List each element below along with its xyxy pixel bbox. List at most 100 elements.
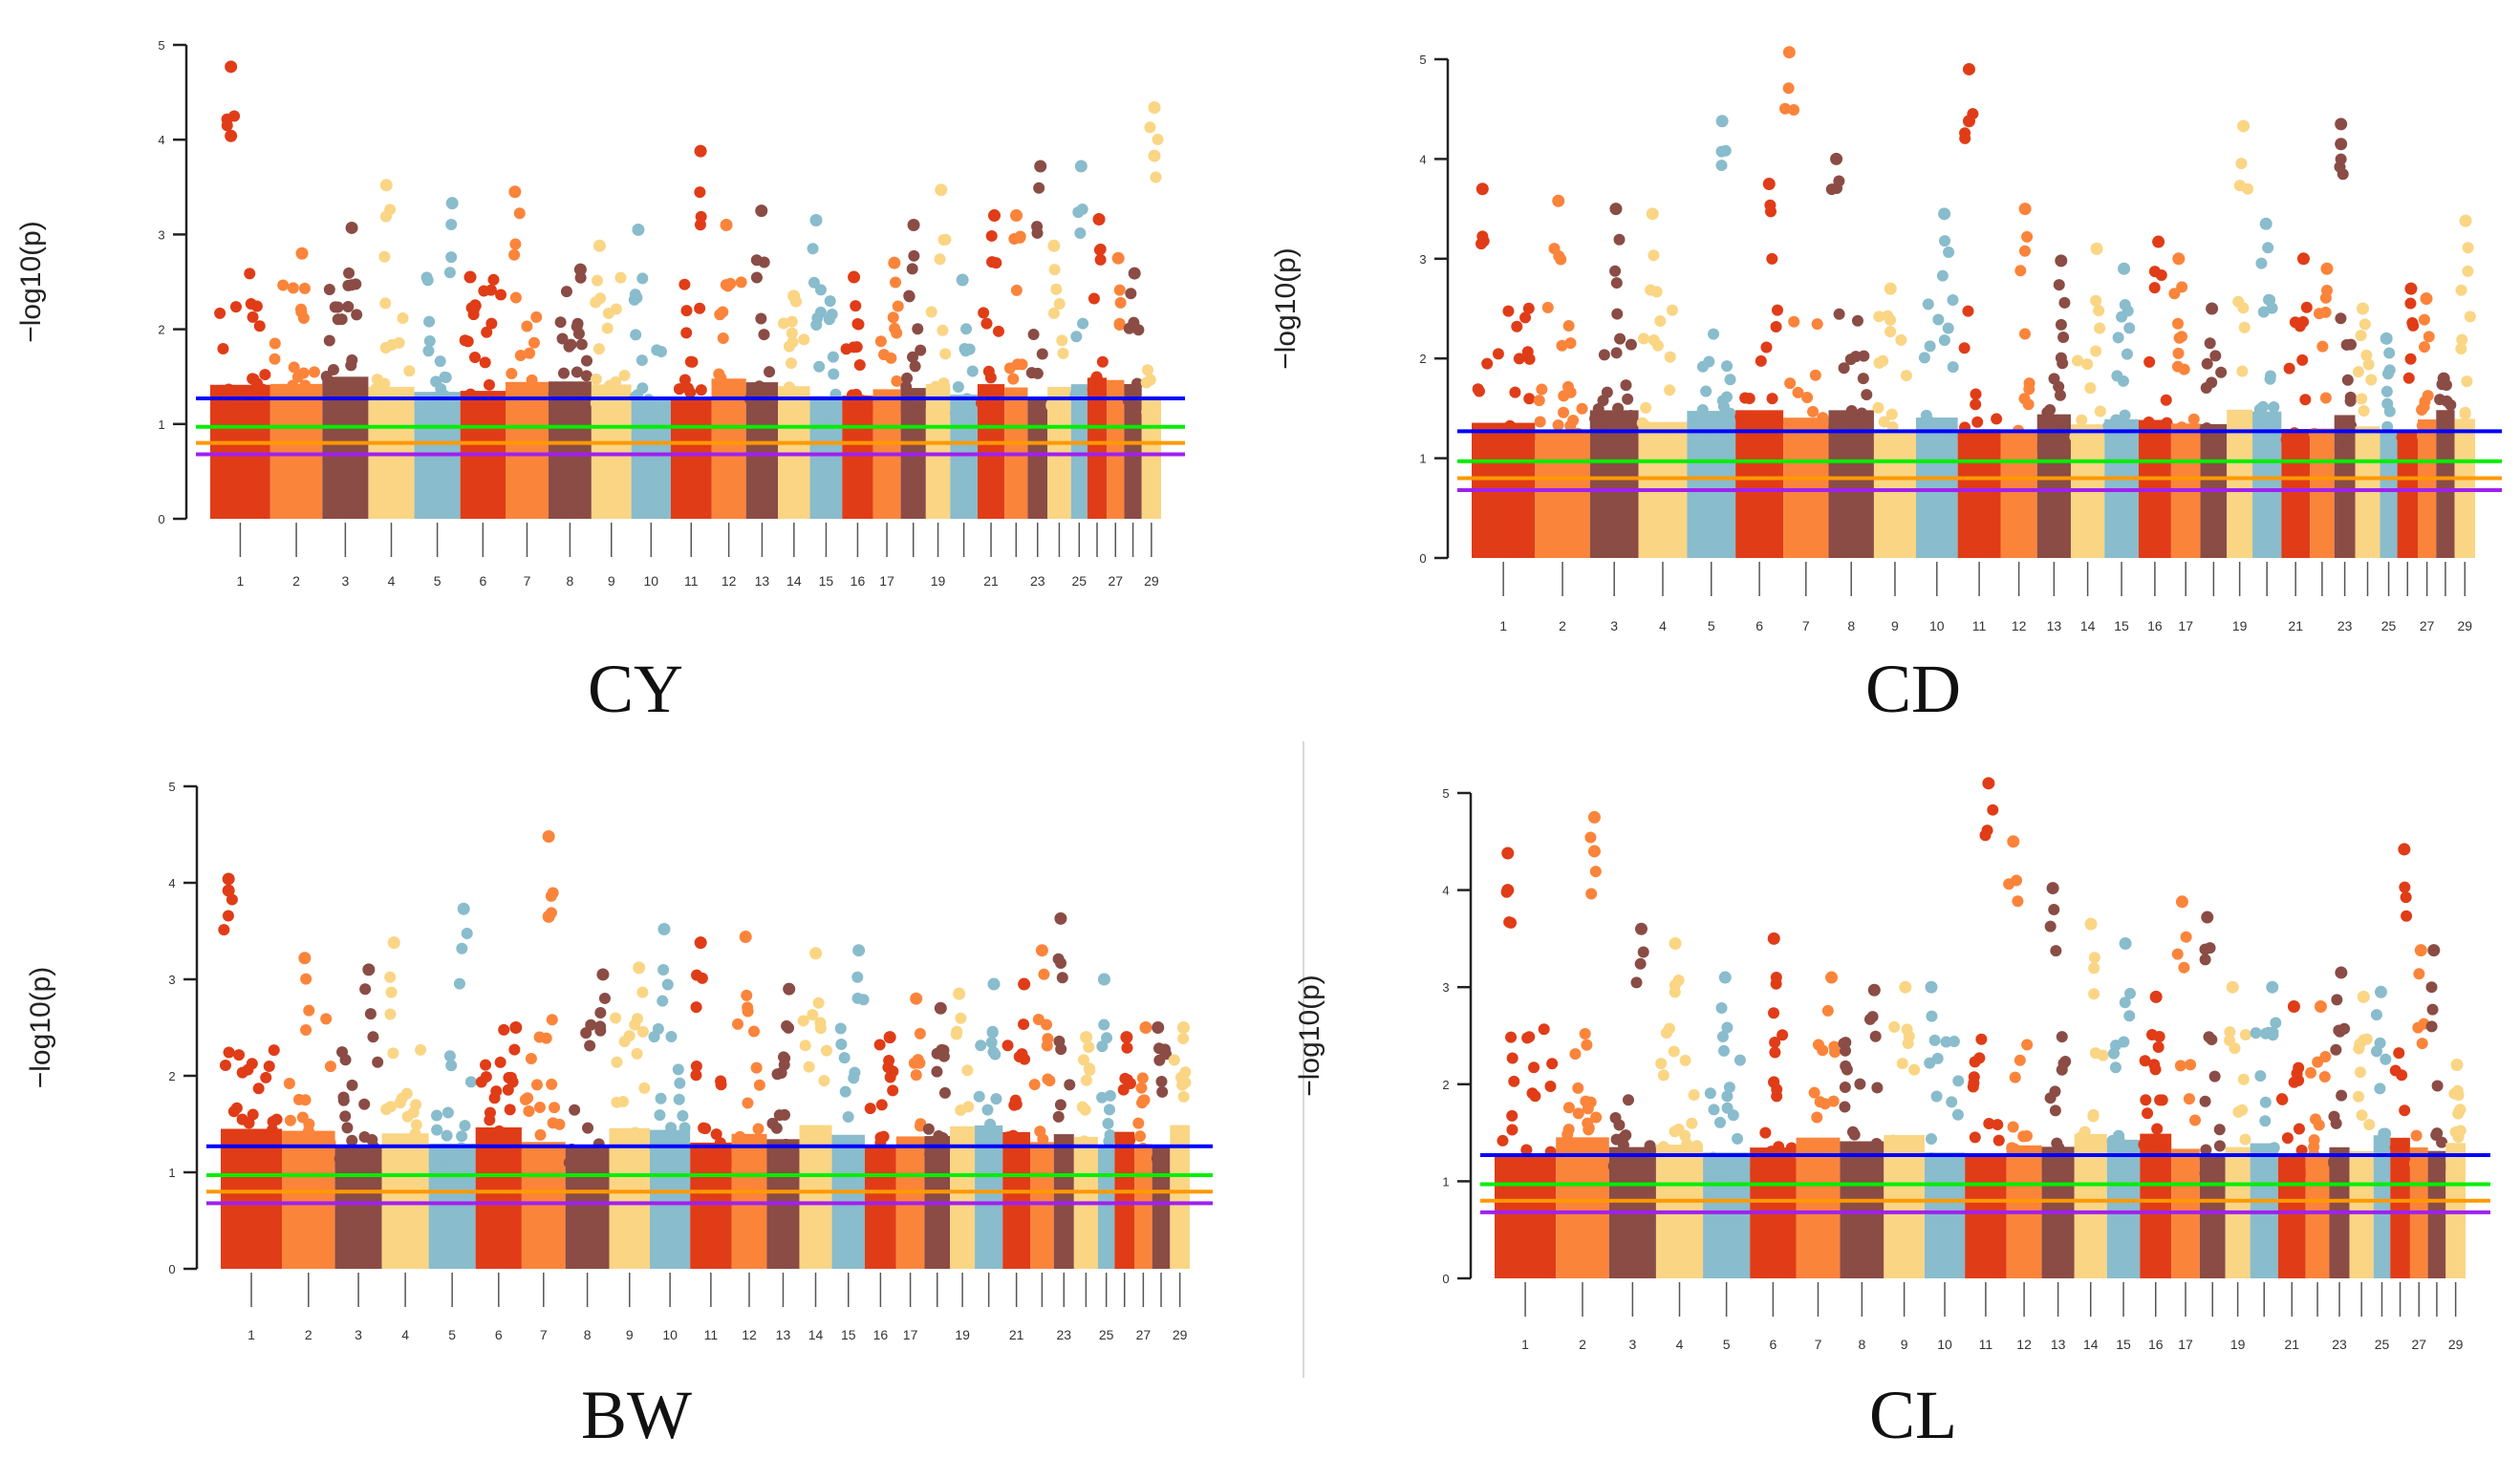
data-point [572,328,585,340]
data-point [252,1082,265,1095]
data-point [594,1006,607,1018]
data-point [908,1057,920,1069]
data-point [2380,1053,2392,1065]
data-point [2121,348,2133,360]
data-point [2119,299,2131,311]
data-point [1121,1074,1133,1086]
peak-point-chr3 [362,963,376,976]
x-tick-label: 25 [2381,618,2397,633]
data-point [1872,401,1885,414]
data-point [421,274,434,287]
y-tick-label: 5 [1442,786,1449,801]
data-point [1724,374,1736,386]
data-point [2383,347,2396,359]
peak-point-chr17 [910,992,923,1005]
data-point [1938,334,1950,347]
peak-point-chr20 [2259,217,2272,230]
data-point [295,303,308,315]
data-point [2239,1133,2251,1146]
data-point [347,379,359,392]
data-point [2319,306,2332,318]
data-point [2425,1020,2438,1033]
data-point [655,1132,667,1145]
data-point [2425,981,2438,994]
data-point [590,373,602,385]
data-point [912,323,924,335]
data-point [1611,308,1624,320]
x-tick-label: 5 [1723,1337,1731,1352]
data-point [2237,1073,2250,1085]
x-tick-label: 7 [540,1327,548,1342]
data-point [785,357,797,370]
data-point [1644,1140,1656,1152]
data-point [2232,295,2245,308]
data-point [2118,1036,2130,1048]
x-tick-label: 6 [495,1327,503,1342]
x-tick-label: 14 [2080,618,2096,633]
data-point [569,1104,581,1116]
data-point [1543,1168,1556,1180]
data-point [2112,332,2124,344]
data-point [1597,395,1609,407]
data-point [2293,1157,2305,1169]
peak-point-chr23 [2335,966,2348,979]
data-point [2153,1031,2165,1043]
data-point [1885,408,1898,420]
data-point [269,337,281,350]
peak-point-chr4 [379,179,393,192]
data-point [906,263,918,275]
peak-point-chr14 [809,947,823,960]
data-point [247,311,259,323]
data-point [442,403,454,416]
data-point [2200,1144,2212,1156]
data-point [2199,943,2211,955]
data-point [230,1102,243,1114]
data-point [887,1065,899,1078]
data-point [2312,1164,2324,1176]
data-point [1473,385,1485,397]
x-tick-label: 10 [1937,1337,1952,1352]
data-point [955,1012,967,1024]
data-point [812,997,825,1009]
data-point [372,1056,384,1068]
data-point [2336,1089,2348,1102]
data-point [400,1146,413,1158]
data-point [1519,311,1532,324]
data-point [922,1123,935,1135]
data-point [556,332,569,345]
data-point [2107,1047,2120,1060]
data-point [2094,322,2106,334]
data-point [1709,1166,1721,1178]
data-point [2441,447,2453,460]
data-point [2057,357,2069,370]
data-point [2056,1031,2068,1043]
data-point [443,267,456,279]
data-point [1854,1078,1866,1090]
data-point [1948,431,1960,443]
data-point [1932,1164,1945,1176]
data-point [1817,412,1829,424]
data-point [1117,1083,1130,1096]
data-point [1031,412,1044,424]
peak-point-chr19 [2226,980,2239,994]
data-point [1769,1046,1781,1059]
data-point [781,1019,793,1032]
data-point [1630,976,1643,989]
x-tick-label: 25 [1072,573,1088,589]
data-point [1655,436,1668,448]
peak-point-chr4 [1646,207,1659,221]
data-point [1078,1054,1090,1066]
data-point [2009,1071,2021,1083]
y-tick-label: 0 [1419,551,1426,566]
x-tick-label: 17 [2178,1337,2193,1352]
x-tick-label: 15 [2114,618,2129,633]
data-point [1076,204,1088,216]
data-point [2362,358,2375,371]
data-point [1519,1166,1532,1178]
data-point [345,359,357,372]
data-point [1103,1104,1115,1116]
data-point [1770,414,1782,426]
data-point [2054,389,2066,401]
data-point [1900,370,1912,382]
data-point [2152,433,2165,445]
